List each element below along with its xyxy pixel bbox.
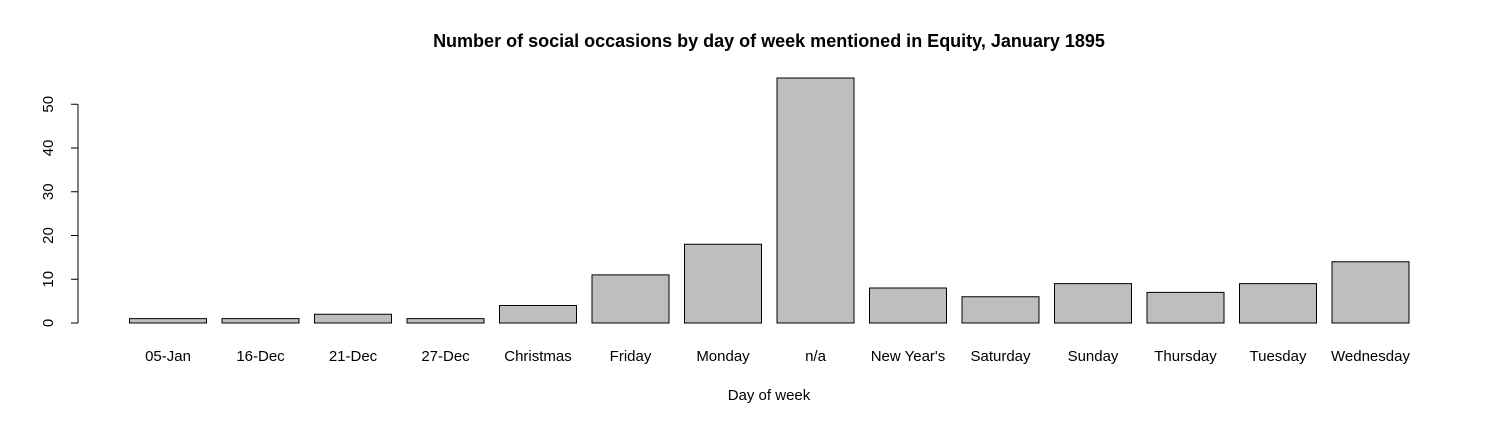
y-tick-label: 10 <box>40 271 57 288</box>
bar-n-a <box>776 77 855 324</box>
x-tick-label: n/a <box>805 348 827 365</box>
y-tick-label: 0 <box>40 319 57 327</box>
x-tick-label: Sunday <box>1068 348 1119 365</box>
bar-new-year-s <box>869 287 947 324</box>
bar-sunday <box>1054 283 1132 324</box>
y-tick-label: 40 <box>40 140 57 157</box>
bar-saturday <box>961 296 1040 324</box>
y-tick-label: 20 <box>40 227 57 244</box>
bar-christmas <box>499 305 577 324</box>
x-tick-label: 05-Jan <box>145 348 191 365</box>
bar-wednesday <box>1331 261 1410 324</box>
x-axis-label: Day of week <box>728 387 811 404</box>
x-tick-label: Monday <box>696 348 750 365</box>
x-tick-label: Friday <box>610 348 652 365</box>
y-tick-label: 50 <box>40 96 57 113</box>
x-tick-label: 21-Dec <box>329 348 378 365</box>
bar-friday <box>591 274 670 324</box>
bar-16-dec <box>221 318 300 324</box>
x-tick-label: Tuesday <box>1250 348 1307 365</box>
x-tick-label: 16-Dec <box>236 348 285 365</box>
x-tick-label: Christmas <box>504 348 572 365</box>
bar-27-dec <box>406 318 485 324</box>
bar-thursday <box>1146 291 1225 324</box>
bar-monday <box>684 243 762 324</box>
chart-title: Number of social occasions by day of wee… <box>433 31 1105 51</box>
x-tick-label: New Year's <box>871 348 946 365</box>
bar-05-jan <box>129 318 207 324</box>
bar-tuesday <box>1239 283 1317 324</box>
y-axis: 0 10 20 30 40 50 <box>40 96 79 327</box>
bars-group <box>129 77 1410 324</box>
bar-21-dec <box>314 313 392 324</box>
x-tick-label: Thursday <box>1154 348 1217 365</box>
x-tick-label: Saturday <box>970 348 1031 365</box>
x-tick-label: Wednesday <box>1331 348 1410 365</box>
x-tick-label: 27-Dec <box>421 348 470 365</box>
x-tick-labels: 05-Jan 16-Dec 21-Dec 27-Dec Christmas Friday M… <box>145 348 1410 365</box>
y-tick-label: 30 <box>40 183 57 200</box>
